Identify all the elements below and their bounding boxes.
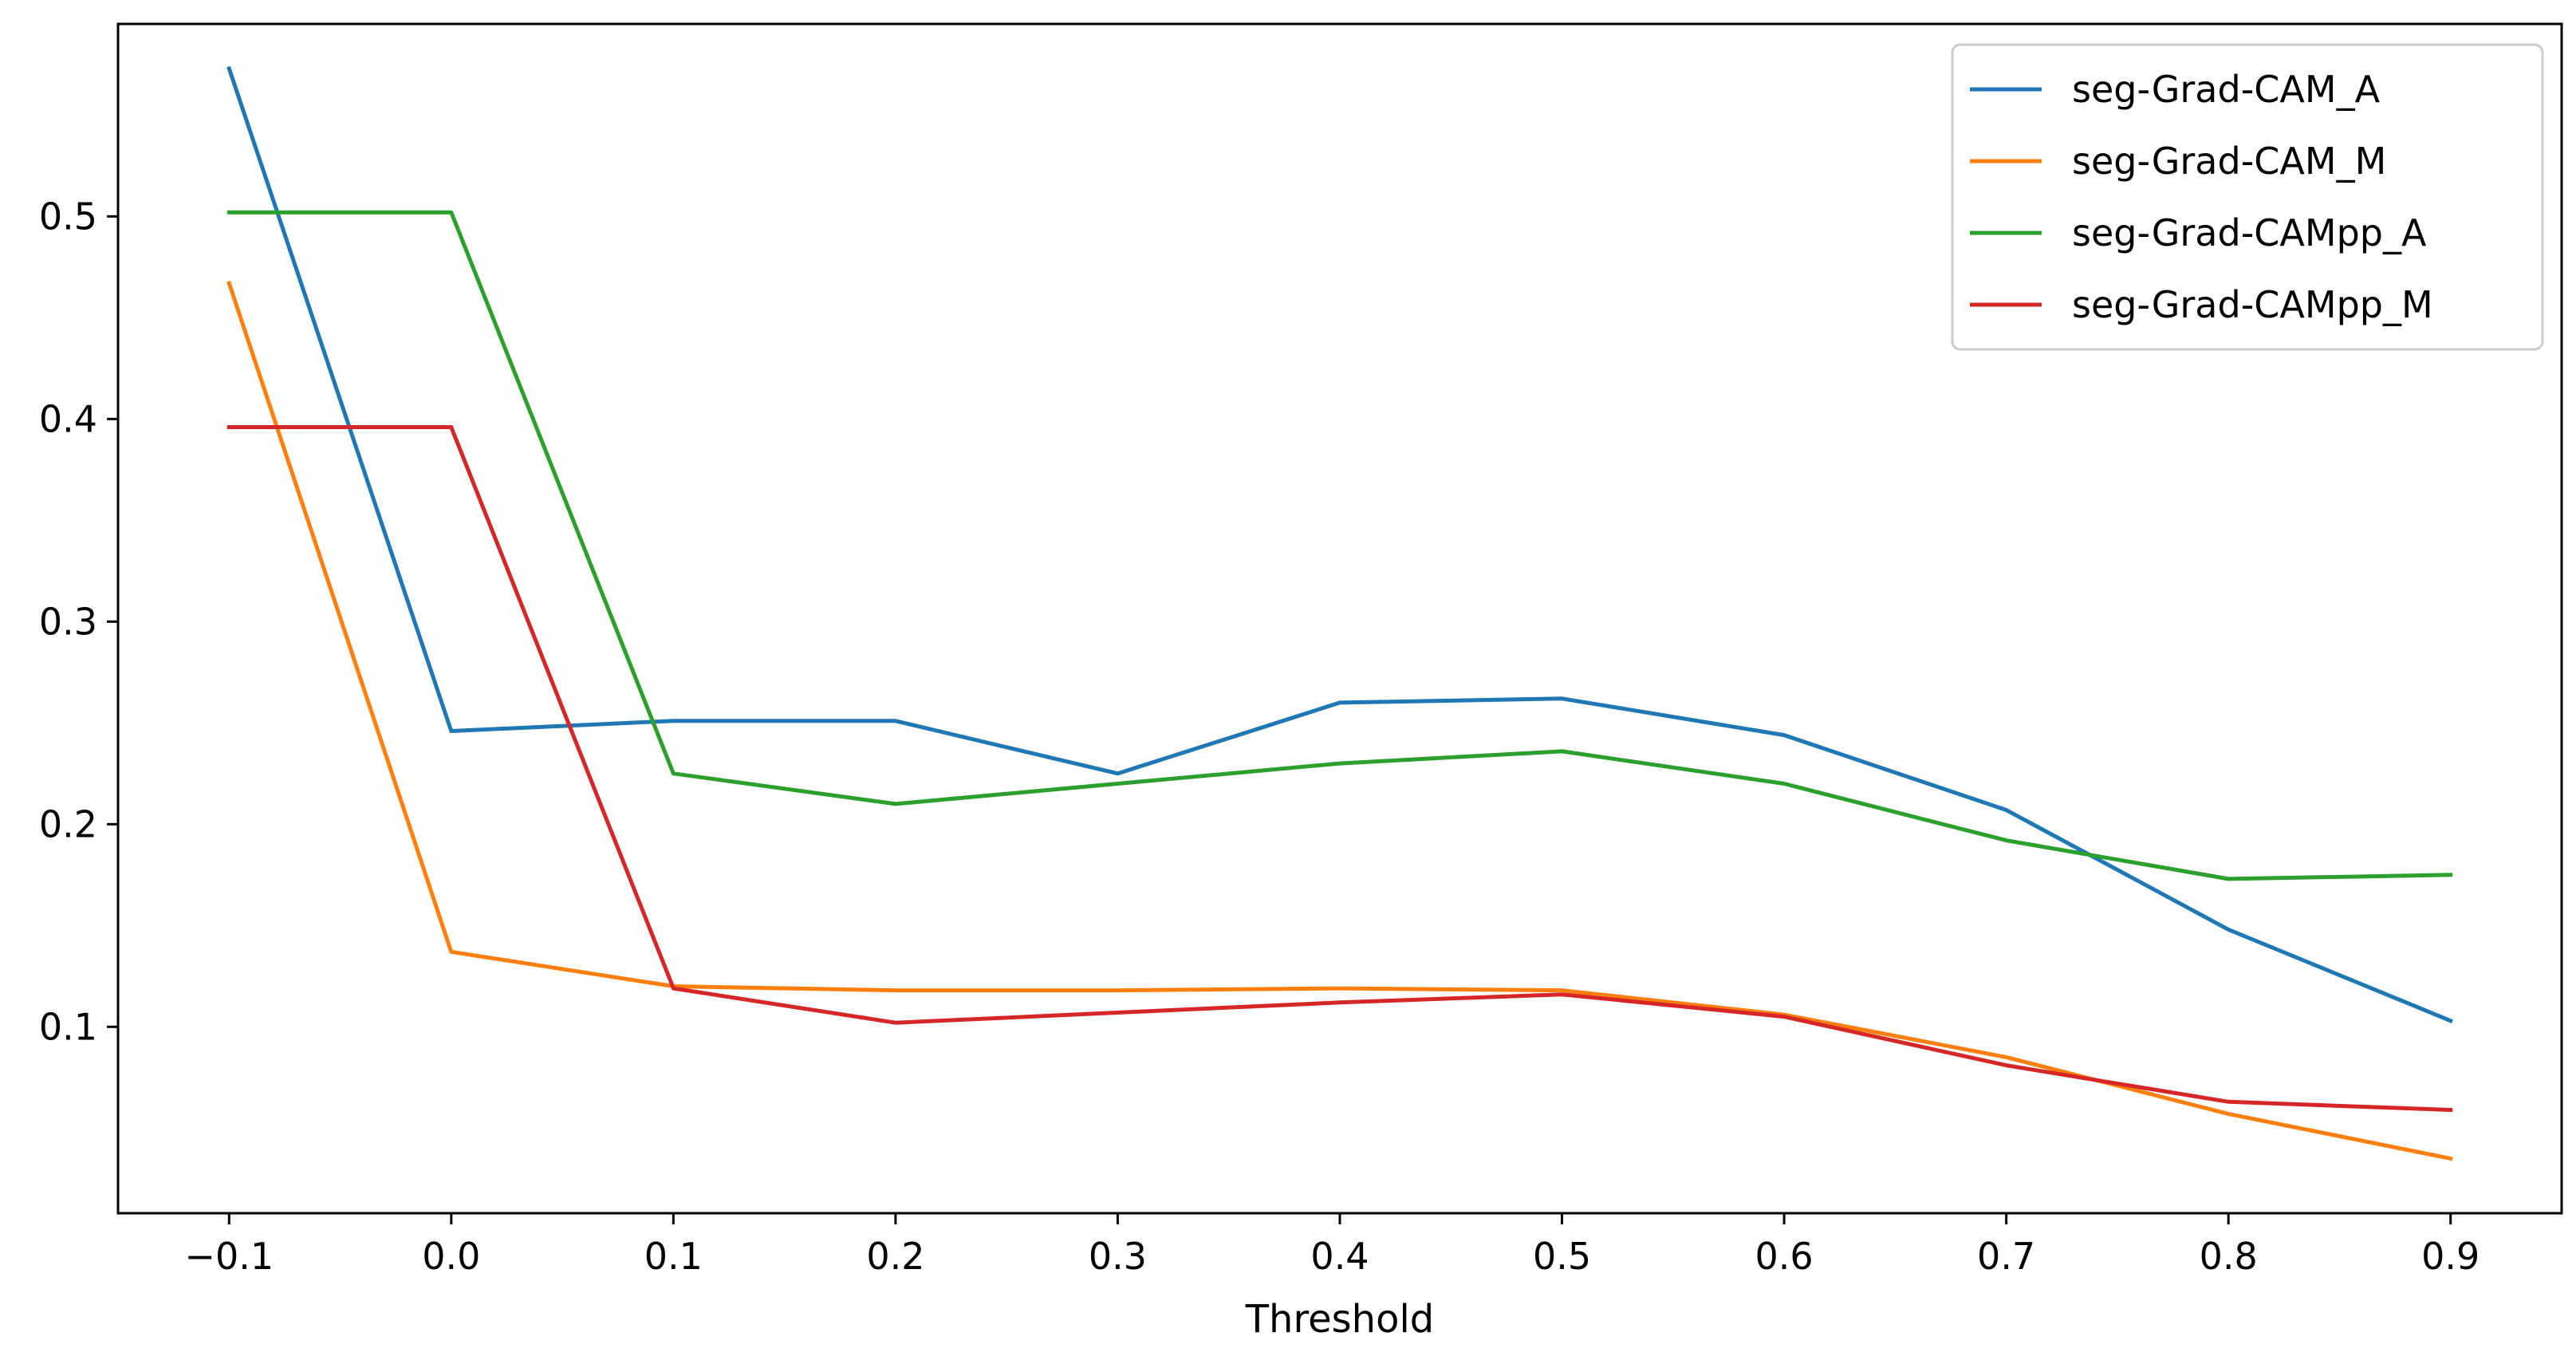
x-tick-label: 0.3: [1089, 1235, 1147, 1278]
x-axis: −0.1 0.0 0.1 0.2 0.3 0.4 0.5 0.6 0.7 0.8 0.9: [184, 1213, 2479, 1278]
y-tick-label: 0.4: [39, 397, 97, 440]
x-axis-label: Threshold: [1245, 1297, 1435, 1342]
legend-label: seg-Grad-CAM_A: [2072, 68, 2381, 111]
x-tick-label: 0.5: [1533, 1235, 1591, 1278]
series-line-1: [226, 65, 2453, 1023]
x-tick-label: 0.7: [1977, 1235, 2035, 1278]
y-tick-label: 0.2: [39, 802, 97, 845]
x-tick-label: −0.1: [184, 1235, 274, 1278]
x-tick-label: 0.4: [1310, 1235, 1369, 1278]
x-tick-label: 0.6: [1755, 1235, 1814, 1278]
legend-label: seg-Grad-CAM_M: [2072, 140, 2386, 183]
series-line-3: [226, 210, 2453, 881]
x-tick-label: 0.8: [2200, 1235, 2258, 1278]
y-tick-label: 0.3: [39, 600, 97, 643]
y-tick-label: 0.5: [39, 195, 97, 238]
y-tick-label: 0.1: [39, 1005, 97, 1048]
x-tick-label: 0.1: [644, 1235, 703, 1278]
y-axis: 0.1 0.2 0.3 0.4 0.5: [39, 195, 118, 1048]
legend-box: [1951, 43, 2544, 351]
series-line-4: [226, 425, 2453, 1113]
legend: seg-Grad-CAM_A seg-Grad-CAM_M seg-Grad-CAM…: [1951, 43, 2544, 351]
x-tick-label: 0.9: [2421, 1235, 2479, 1278]
series-layer: [226, 65, 2453, 1161]
legend-label: seg-Grad-CAMpp_A: [2072, 211, 2427, 254]
x-tick-label: 0.0: [422, 1235, 480, 1278]
x-tick-label: 0.2: [866, 1235, 924, 1278]
legend-label: seg-Grad-CAMpp_M: [2072, 283, 2433, 326]
